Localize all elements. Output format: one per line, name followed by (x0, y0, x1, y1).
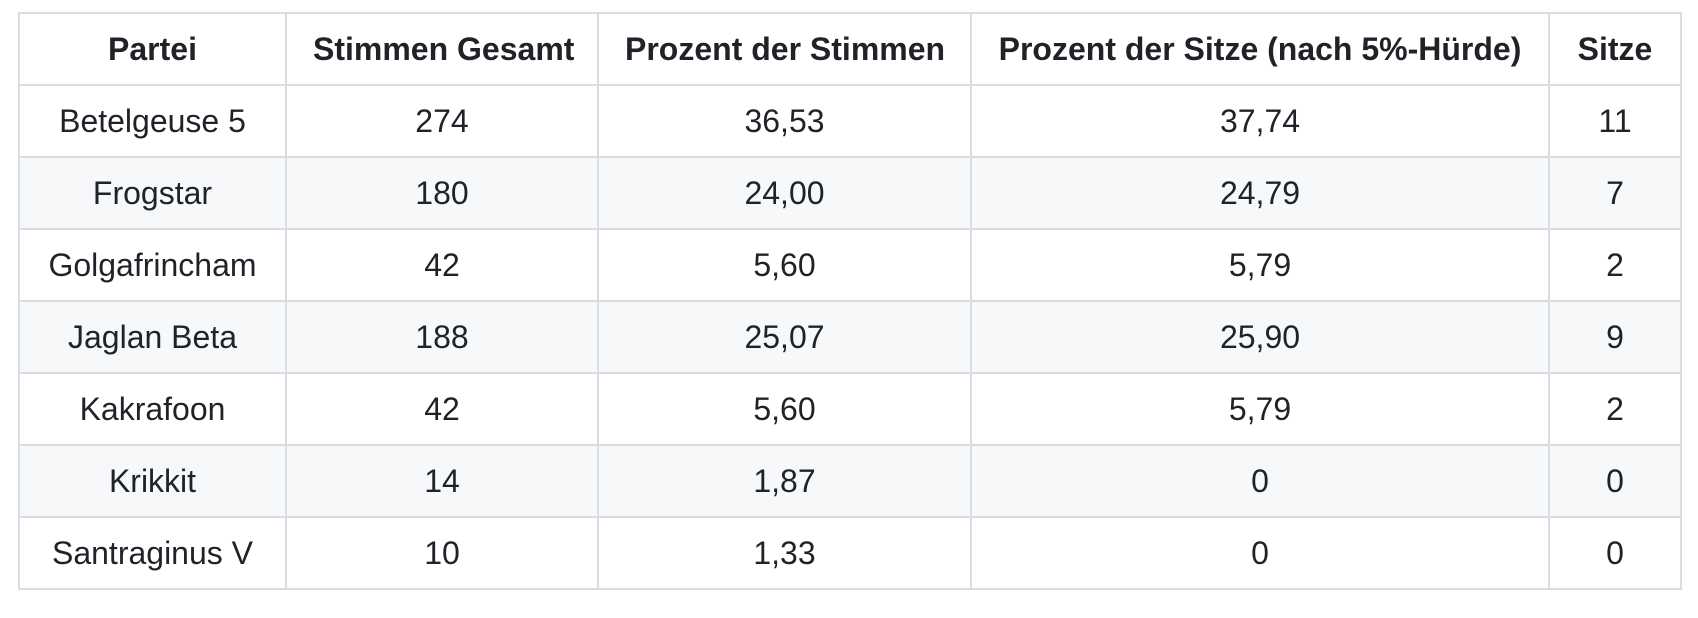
table-row-betelgeuse-5: Betelgeuse 5 274 36,53 37,74 11 (18, 84, 1682, 158)
cell-sitze: 11 (1548, 84, 1682, 158)
table-row-jaglan-beta: Jaglan Beta 188 25,07 25,90 9 (18, 300, 1682, 374)
column-header-partei: Partei (18, 12, 287, 86)
cell-partei: Krikkit (18, 444, 287, 518)
cell-sitze: 0 (1548, 444, 1682, 518)
cell-prozent-der-sitze: 24,79 (970, 156, 1550, 230)
header-row: Partei Stimmen Gesamt Prozent der Stimme… (18, 12, 1682, 86)
column-header-prozent-der-sitze: Prozent der Sitze (nach 5%-Hürde) (970, 12, 1550, 86)
cell-partei: Kakrafoon (18, 372, 287, 446)
cell-prozent-der-sitze: 0 (970, 444, 1550, 518)
cell-sitze: 0 (1548, 516, 1682, 590)
table-row-golgafrincham: Golgafrincham 42 5,60 5,79 2 (18, 228, 1682, 302)
table-row-kakrafoon: Kakrafoon 42 5,60 5,79 2 (18, 372, 1682, 446)
cell-prozent-der-stimmen: 24,00 (597, 156, 972, 230)
election-results-table: Partei Stimmen Gesamt Prozent der Stimme… (18, 12, 1682, 590)
cell-prozent-der-stimmen: 5,60 (597, 228, 972, 302)
column-header-sitze: Sitze (1548, 12, 1682, 86)
cell-prozent-der-sitze: 37,74 (970, 84, 1550, 158)
cell-sitze: 7 (1548, 156, 1682, 230)
cell-sitze: 2 (1548, 372, 1682, 446)
cell-stimmen-gesamt: 14 (285, 444, 599, 518)
cell-stimmen-gesamt: 188 (285, 300, 599, 374)
cell-sitze: 9 (1548, 300, 1682, 374)
cell-prozent-der-stimmen: 5,60 (597, 372, 972, 446)
column-header-stimmen-gesamt: Stimmen Gesamt (285, 12, 599, 86)
cell-prozent-der-sitze: 25,90 (970, 300, 1550, 374)
cell-stimmen-gesamt: 274 (285, 84, 599, 158)
cell-prozent-der-stimmen: 1,33 (597, 516, 972, 590)
cell-prozent-der-stimmen: 1,87 (597, 444, 972, 518)
cell-stimmen-gesamt: 180 (285, 156, 599, 230)
cell-stimmen-gesamt: 42 (285, 228, 599, 302)
cell-prozent-der-sitze: 5,79 (970, 228, 1550, 302)
column-header-prozent-der-stimmen: Prozent der Stimmen (597, 12, 972, 86)
cell-prozent-der-stimmen: 25,07 (597, 300, 972, 374)
table-row-krikkit: Krikkit 14 1,87 0 0 (18, 444, 1682, 518)
table-row-santraginus-v: Santraginus V 10 1,33 0 0 (18, 516, 1682, 590)
table-row-frogstar: Frogstar 180 24,00 24,79 7 (18, 156, 1682, 230)
cell-partei: Santraginus V (18, 516, 287, 590)
cell-partei: Frogstar (18, 156, 287, 230)
cell-prozent-der-stimmen: 36,53 (597, 84, 972, 158)
cell-prozent-der-sitze: 0 (970, 516, 1550, 590)
cell-stimmen-gesamt: 10 (285, 516, 599, 590)
cell-partei: Golgafrincham (18, 228, 287, 302)
cell-partei: Jaglan Beta (18, 300, 287, 374)
cell-prozent-der-sitze: 5,79 (970, 372, 1550, 446)
cell-sitze: 2 (1548, 228, 1682, 302)
cell-stimmen-gesamt: 42 (285, 372, 599, 446)
cell-partei: Betelgeuse 5 (18, 84, 287, 158)
